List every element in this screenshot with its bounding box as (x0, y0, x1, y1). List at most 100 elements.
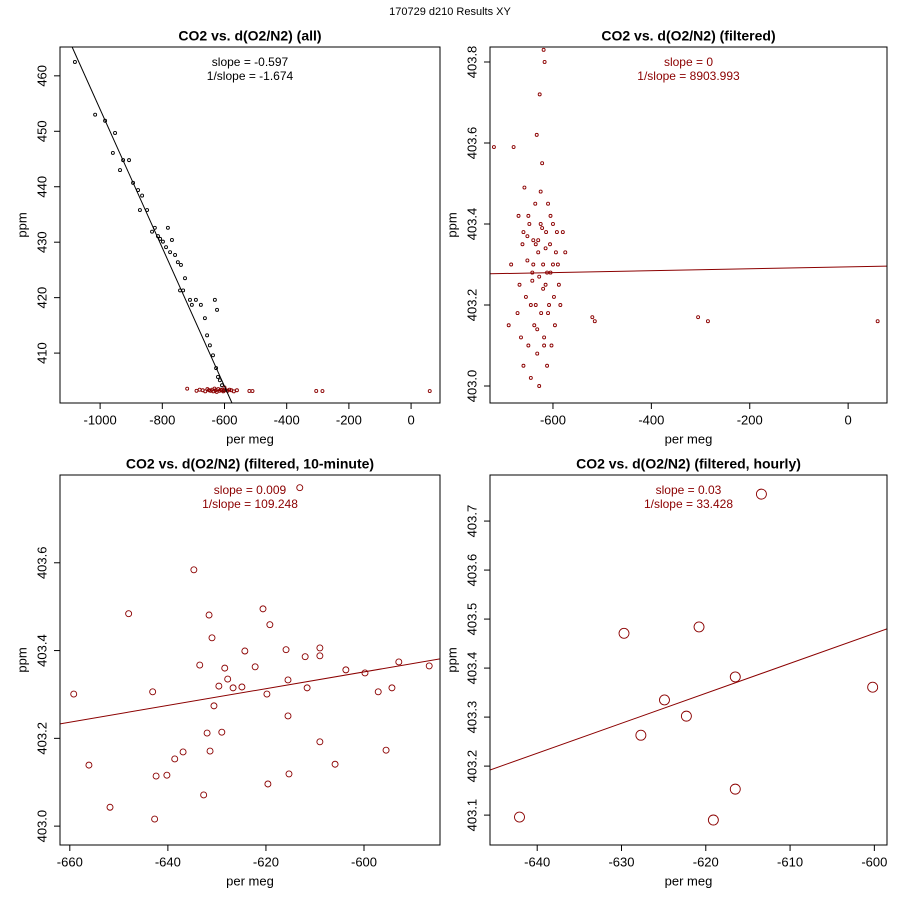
point (284, 712, 292, 720)
point (388, 684, 396, 692)
x-tick-label: -200 (737, 412, 763, 427)
point (546, 201, 550, 206)
annotation: slope = -0.597 (212, 55, 289, 69)
point (523, 294, 528, 299)
point (218, 728, 226, 736)
point (85, 761, 93, 769)
x-tick-label: -600 (861, 854, 887, 869)
point (548, 242, 552, 247)
point (535, 351, 540, 356)
point (212, 297, 217, 302)
point (547, 303, 551, 307)
y-tick-label: 460 (34, 65, 49, 87)
point (193, 297, 198, 302)
point (127, 158, 131, 163)
point (491, 145, 496, 149)
point (590, 315, 595, 320)
y-tick-label: 403.6 (464, 127, 479, 160)
annotation: 1/slope = 8903.993 (637, 69, 740, 83)
panel-title: CO2 vs. d(O2/N2) (filtered, 10-minute) (126, 456, 374, 472)
point (549, 343, 554, 348)
point (558, 303, 563, 307)
y-tick-label: 450 (34, 120, 49, 142)
point (93, 112, 98, 117)
point (200, 791, 208, 799)
point (527, 222, 532, 226)
point (149, 688, 157, 696)
point (563, 250, 568, 255)
point (705, 319, 710, 324)
point (196, 661, 204, 669)
point (546, 311, 550, 316)
point (544, 230, 549, 235)
point (263, 690, 271, 698)
page-title: 170729 d210 Results XY (389, 6, 511, 18)
annotation: 1/slope = 109.248 (202, 497, 298, 511)
x-tick-label: -630 (608, 854, 634, 869)
point (534, 132, 539, 137)
point (533, 242, 538, 247)
point (215, 307, 219, 312)
panel-title: CO2 vs. d(O2/N2) (filtered, hourly) (576, 456, 801, 472)
point (316, 652, 324, 660)
point (189, 302, 194, 307)
point (543, 246, 548, 251)
point (696, 315, 701, 320)
y-tick-label: 403.0 (34, 810, 49, 843)
x-tick-label: -660 (57, 854, 83, 869)
fit-line (60, 658, 440, 725)
x-tick-label: 0 (845, 412, 852, 427)
point (206, 747, 214, 755)
point (250, 389, 255, 393)
point (537, 274, 542, 279)
x-tick-label: -620 (693, 854, 719, 869)
point (190, 566, 198, 574)
point (314, 389, 319, 393)
point (693, 621, 705, 633)
y-tick-label: 403.4 (464, 208, 479, 241)
plot-area (60, 484, 440, 823)
point (301, 653, 309, 661)
point (515, 311, 520, 316)
y-tick-label: 403.3 (464, 701, 479, 734)
point (316, 644, 324, 652)
point (150, 229, 154, 234)
annotation: slope = 0 (664, 55, 713, 69)
y-axis-label: ppm (444, 212, 459, 237)
point (205, 333, 210, 338)
point (168, 250, 173, 255)
x-axis-label: per meg (665, 431, 713, 446)
point (282, 646, 290, 654)
point (188, 297, 192, 302)
point (208, 634, 216, 642)
y-tick-label: 410 (34, 342, 49, 364)
point (533, 303, 538, 307)
point (522, 185, 527, 190)
point (537, 92, 542, 97)
point (241, 647, 249, 655)
fit-line (490, 265, 887, 275)
point (207, 343, 212, 348)
point (509, 262, 514, 267)
point (542, 335, 547, 340)
x-tick-label: -800 (149, 412, 175, 427)
point (215, 682, 223, 690)
panel-title: CO2 vs. d(O2/N2) (filtered) (601, 28, 775, 44)
point (320, 389, 325, 393)
point (198, 302, 203, 307)
point (553, 250, 558, 255)
y-tick-label: 403.8 (464, 46, 479, 79)
point (514, 811, 525, 823)
x-tick-label: -620 (253, 854, 279, 869)
point (331, 760, 339, 768)
point (554, 230, 559, 235)
y-tick-label: 403.6 (34, 547, 49, 580)
point (520, 242, 525, 247)
point (541, 262, 546, 267)
point (525, 234, 530, 239)
point (131, 180, 136, 185)
point (542, 343, 547, 348)
point (303, 684, 311, 692)
point (171, 755, 179, 763)
